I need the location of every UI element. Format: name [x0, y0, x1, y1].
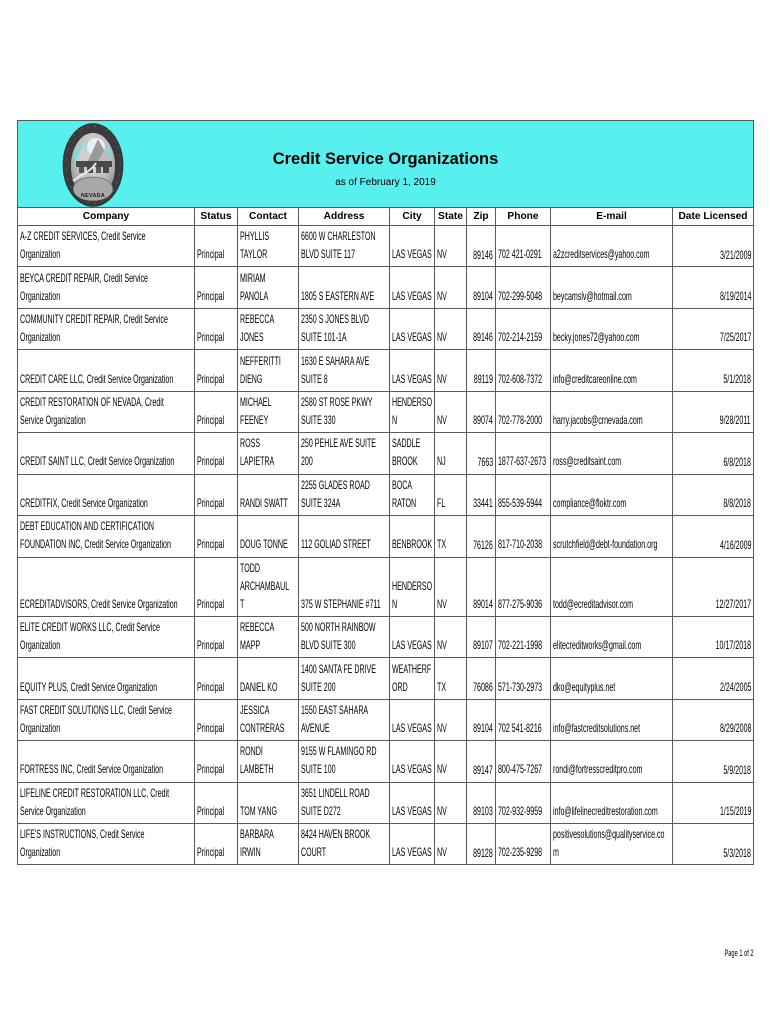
svg-text:NEVADA: NEVADA: [81, 193, 105, 199]
